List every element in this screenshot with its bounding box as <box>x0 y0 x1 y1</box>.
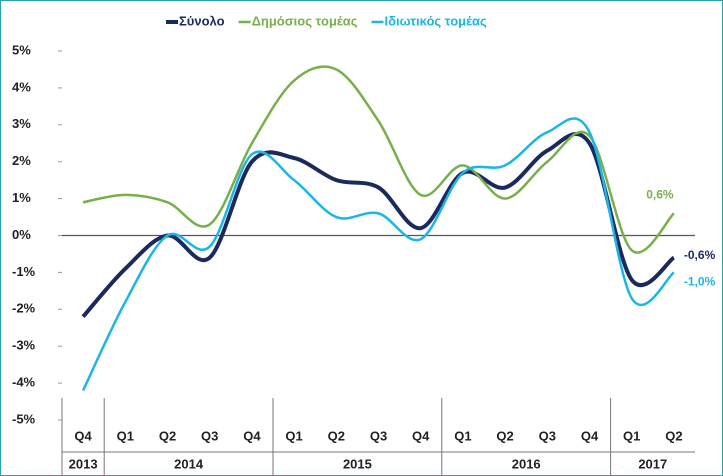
x-tick-label: Q3 <box>201 428 218 443</box>
y-tick-label: 1% <box>12 190 31 205</box>
data-label: 0,6% <box>646 188 674 202</box>
legend-label: Ιδιωτικός τομέας <box>385 13 487 28</box>
legend-label: Δημόσιος τομέας <box>252 13 358 28</box>
y-tick-label: -1% <box>12 264 36 279</box>
data-label: -1,0% <box>684 275 716 289</box>
y-tick-label: 5% <box>12 42 31 57</box>
y-tick-label: 3% <box>12 116 31 131</box>
series-line <box>81 131 676 319</box>
x-tick-label: Q3 <box>370 428 387 443</box>
x-tick-label: Q2 <box>496 428 513 443</box>
series-line <box>81 117 675 392</box>
series-line <box>82 65 675 254</box>
x-tick-label: Q4 <box>243 428 261 443</box>
y-tick-label: -5% <box>12 411 36 426</box>
x-tick-label: Q4 <box>74 428 92 443</box>
year-label: 2013 <box>69 456 98 471</box>
x-tick-label: Q1 <box>117 428 134 443</box>
y-tick-label: -3% <box>12 338 36 353</box>
y-tick-label: -4% <box>12 375 36 390</box>
x-tick-label: Q2 <box>159 428 176 443</box>
x-tick-label: Q1 <box>623 428 640 443</box>
year-label: 2017 <box>638 456 667 471</box>
x-tick-label: Q1 <box>285 428 302 443</box>
y-tick-label: 4% <box>12 79 31 94</box>
x-tick-label: Q2 <box>328 428 345 443</box>
x-tick-label: Q3 <box>539 428 556 443</box>
year-label: 2014 <box>174 456 204 471</box>
y-tick-label: 0% <box>12 227 31 242</box>
legend-label: Σύνολο <box>179 13 225 28</box>
y-tick-label: 2% <box>12 153 31 168</box>
x-tick-label: Q4 <box>581 428 599 443</box>
x-tick-label: Q2 <box>665 428 682 443</box>
x-tick-label: Q1 <box>454 428 471 443</box>
x-tick-label: Q4 <box>412 428 430 443</box>
y-tick-label: -2% <box>12 301 36 316</box>
data-label: -0,6% <box>684 248 716 262</box>
year-label: 2015 <box>343 456 372 471</box>
year-label: 2016 <box>512 456 541 471</box>
